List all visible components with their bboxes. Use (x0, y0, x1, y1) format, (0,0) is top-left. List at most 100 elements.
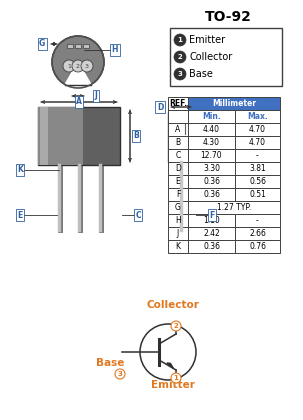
Text: E: E (176, 177, 180, 186)
Circle shape (52, 36, 104, 88)
Bar (235, 240, 280, 253)
Bar (168, 162, 188, 175)
Text: 12.70: 12.70 (201, 151, 222, 160)
Bar (168, 149, 188, 162)
Text: G: G (175, 203, 181, 212)
Circle shape (171, 373, 181, 383)
Text: Min.: Min. (202, 112, 221, 121)
Bar (235, 175, 280, 188)
Circle shape (174, 68, 186, 80)
Bar (188, 136, 235, 149)
Text: D: D (175, 164, 181, 173)
Bar (235, 188, 280, 201)
Bar (235, 214, 280, 227)
Text: K: K (17, 165, 23, 174)
Text: B: B (133, 131, 139, 141)
Text: H: H (175, 216, 181, 225)
Text: Collector: Collector (147, 300, 199, 310)
Text: C: C (175, 151, 181, 160)
Text: 3: 3 (178, 71, 182, 77)
Bar (168, 188, 188, 201)
Bar (170, 28, 282, 86)
Text: Millimeter: Millimeter (212, 99, 256, 108)
Text: J: J (177, 229, 179, 238)
Text: -: - (256, 151, 259, 160)
Text: B: B (175, 138, 181, 147)
Text: 1: 1 (174, 375, 178, 381)
Bar (168, 214, 188, 227)
Circle shape (174, 34, 186, 46)
Text: C: C (135, 210, 141, 220)
Bar (170, 112, 175, 162)
Bar (188, 97, 280, 110)
Wedge shape (65, 62, 91, 89)
Text: 0.56: 0.56 (249, 177, 266, 186)
Text: 4.30: 4.30 (203, 138, 220, 147)
Text: 2: 2 (178, 54, 182, 60)
Bar (235, 123, 280, 136)
Bar (83, 44, 89, 48)
Bar (235, 149, 280, 162)
Text: Emitter: Emitter (151, 380, 195, 390)
Bar (38, 107, 120, 165)
Bar (188, 149, 235, 162)
Text: Emitter: Emitter (189, 35, 225, 45)
Text: 3: 3 (118, 371, 122, 377)
Text: 1: 1 (67, 63, 71, 68)
Bar (188, 123, 235, 136)
Text: 3.81: 3.81 (249, 164, 266, 173)
Bar (188, 227, 235, 240)
Text: H: H (112, 45, 118, 55)
Text: 4.70: 4.70 (249, 138, 266, 147)
Text: Collector: Collector (189, 52, 232, 62)
Text: Base: Base (96, 358, 124, 368)
Text: 4.70: 4.70 (249, 125, 266, 134)
Text: REF.: REF. (169, 99, 187, 108)
Bar (67, 44, 73, 48)
Text: 2: 2 (76, 63, 80, 68)
Bar (168, 123, 188, 136)
Text: 1.10: 1.10 (203, 216, 220, 225)
Text: 0.36: 0.36 (203, 177, 220, 186)
Bar (235, 227, 280, 240)
Circle shape (63, 60, 75, 72)
Text: TO-92: TO-92 (205, 10, 251, 24)
Bar (168, 112, 194, 162)
Bar (190, 112, 194, 162)
Bar (188, 240, 235, 253)
Text: K: K (175, 242, 181, 251)
Bar (188, 201, 280, 214)
Bar (235, 162, 280, 175)
Text: 2.42: 2.42 (203, 229, 220, 238)
Text: 0.51: 0.51 (249, 190, 266, 199)
Text: 0.36: 0.36 (203, 242, 220, 251)
Bar (235, 110, 280, 123)
Text: Max.: Max. (247, 112, 268, 121)
Circle shape (81, 60, 93, 72)
Text: Base: Base (189, 69, 213, 79)
Bar (40, 107, 48, 165)
Text: -: - (256, 216, 259, 225)
Bar (168, 240, 188, 253)
Text: A: A (76, 97, 82, 107)
Text: F: F (209, 210, 215, 220)
Circle shape (171, 321, 181, 331)
Bar (38, 107, 83, 165)
Polygon shape (167, 363, 174, 369)
Text: 3.30: 3.30 (203, 164, 220, 173)
Text: G: G (39, 39, 45, 48)
Text: 1: 1 (178, 37, 182, 43)
Text: J: J (95, 92, 98, 100)
Bar (168, 136, 188, 149)
Bar (188, 162, 235, 175)
Bar (188, 110, 235, 123)
Circle shape (72, 60, 84, 72)
Bar (168, 227, 188, 240)
Bar (188, 188, 235, 201)
Bar (168, 97, 188, 110)
Circle shape (115, 369, 125, 379)
Text: A: A (175, 125, 181, 134)
Bar (168, 175, 188, 188)
Text: 4.40: 4.40 (203, 125, 220, 134)
Bar (75, 44, 81, 48)
